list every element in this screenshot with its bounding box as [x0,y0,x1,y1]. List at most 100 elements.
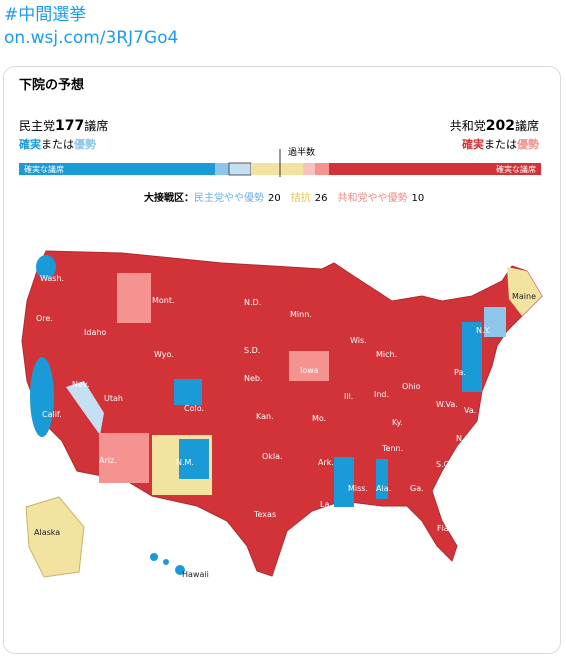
hawaii [163,559,169,565]
district [334,457,354,507]
state-label: Colo. [184,404,204,413]
rep-note: 確実または優勢 [462,137,539,151]
state-label: Alaska [34,528,60,537]
dem-or: または [41,138,74,151]
rep-party: 共和党 [450,118,486,133]
bar-dem-solid [19,163,215,175]
rep-unit: 議席 [515,118,539,133]
bar-dem-tossup [228,162,252,176]
dem-note: 確実または優勢 [19,137,96,151]
district [484,307,506,337]
link[interactable]: on.wsj.com/3RJ7Go4 [4,28,179,48]
hawaii [150,553,158,561]
dem-solid: 確実 [19,137,41,151]
bar-rep-solid [329,163,541,175]
seat-bar: 確実な議席 確実な議席 過半数 [19,146,541,177]
district [36,255,56,279]
state-label: Mo. [312,414,326,423]
graphic: 下院の予想 民主党177議席 確実または優勢 共和党202議席 確実または優勢 … [19,77,543,579]
state-label: Fla. [437,524,451,533]
bg-name: 民主党やや優勢 [194,191,264,204]
rep-solid: 確実 [462,137,484,151]
alaska [25,496,85,578]
state-label: Ga. [410,484,424,493]
state-label: Ark. [318,458,334,467]
state-label: N.D. [244,298,261,307]
state-label: Minn. [290,310,312,319]
battleground-label: 大接戦区： [144,191,194,204]
district [66,381,104,435]
state-label: Hawaii [182,570,209,579]
bar-left-label: 確実な議席 [24,164,64,174]
state-label: Texas [253,510,276,519]
state-label: Tenn. [381,444,403,453]
state-label: Okla. [262,452,283,461]
card[interactable]: 下院の予想 民主党177議席 確実または優勢 共和党202議席 確実または優勢 … [3,66,561,654]
district [376,459,388,499]
state-label: W.Va. [436,400,458,409]
state-label: Ala. [376,484,391,493]
dem-seats: 177 [55,118,84,134]
state-label: Pa. [454,368,466,377]
bar-right-label: 確実な議席 [496,164,536,174]
state-label: Ill. [344,392,353,401]
state-label: Va. [464,406,476,415]
bar-tossup [251,163,303,175]
district [179,439,209,479]
state-label: Idaho [84,328,106,337]
state-label: Nev. [72,380,90,389]
bar-rep-tossup [303,163,315,175]
district [30,357,54,437]
hawaii [175,565,185,575]
rep-lean: 優勢 [516,137,539,151]
majority-label: 過半数 [288,146,315,158]
state-label: Miss. [348,484,368,493]
dem-label: 民主党177議席 [19,118,108,134]
state-label: N.Y. [476,326,490,335]
bg-count: 26 [315,193,328,204]
state-label: Mont. [152,296,175,305]
rep-label: 共和党202議席 [450,118,539,134]
title: 下院の予想 [19,77,84,93]
state-label: Neb. [244,374,263,383]
state-label: Ariz. [99,456,117,465]
state-label: Iowa [300,366,319,375]
bar-rep-lean [315,163,329,175]
state-label: Wash. [40,274,64,283]
state-label: Wis. [350,336,367,345]
bg-name: 拮抗 [291,191,311,204]
district [99,433,149,483]
bg-count: 20 [268,193,281,204]
state-label: S.D. [244,346,260,355]
bar-dem-lean [215,163,229,175]
state-label: La. [320,500,332,509]
district [174,379,202,405]
rep-seats: 202 [486,118,515,134]
hashtag[interactable]: #中間選挙 [4,5,87,25]
district [507,267,542,316]
bg-count: 10 [411,193,424,204]
state-label: Ind. [374,390,389,399]
state-label: Utah [104,394,123,403]
state-label: Ohio [402,382,421,391]
battleground: 大接戦区：民主党やや優勢 20 拮抗 26 共和党やや優勢 10 [144,191,424,204]
state-label: Calif. [42,410,62,419]
state-label: Wyo. [154,350,174,359]
dem-party: 民主党 [19,118,55,133]
dem-unit: 議席 [84,118,108,133]
state-label: Ky. [392,418,403,427]
district [462,322,482,392]
state-label: S.C. [436,460,452,469]
state-label: Maine [512,292,536,301]
state-label: Ore. [36,314,53,323]
dem-lean: 優勢 [73,137,96,151]
state-label: Mich. [376,350,397,359]
district [117,273,151,323]
map: Wash. Ore. Calif. Nev. Idaho Mont. Wyo. Utah Ari… [21,250,543,579]
district [289,351,329,381]
state-label: N.C. [456,434,473,443]
state-label: N.M. [176,458,194,467]
bg-name: 共和党やや優勢 [337,191,407,204]
rep-or: または [484,138,517,151]
